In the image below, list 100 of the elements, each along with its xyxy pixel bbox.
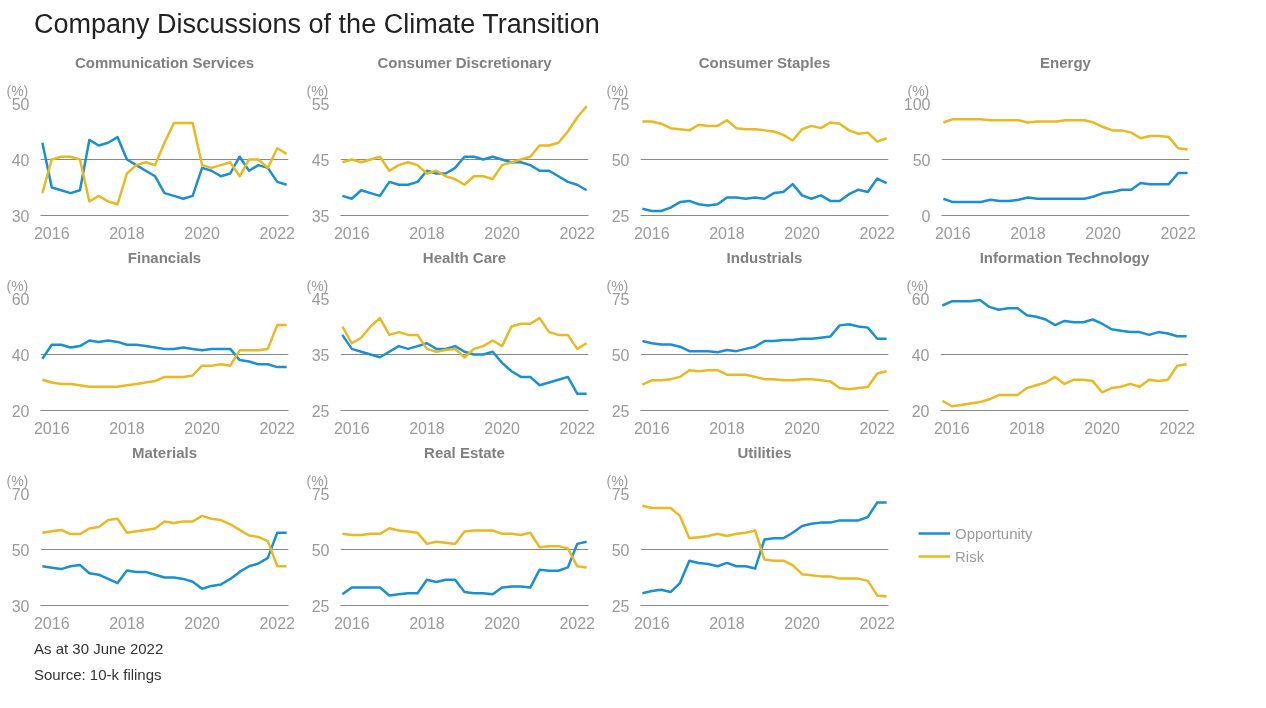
legend-label: Risk xyxy=(955,547,985,565)
y-tick-label: 50 xyxy=(611,541,630,559)
x-tick-label: 2016 xyxy=(333,614,370,632)
chart-title: Energy xyxy=(1040,53,1092,71)
y-axis-title: (%) xyxy=(606,277,629,294)
x-tick-label: 2018 xyxy=(109,224,145,242)
x-tick-label: 2016 xyxy=(934,224,971,242)
y-tick-label: 25 xyxy=(611,402,630,420)
x-tick-label: 2018 xyxy=(1010,224,1046,242)
y-tick-label: 0 xyxy=(921,207,931,225)
y-axis-title: (%) xyxy=(6,472,29,489)
chart-title: Materials xyxy=(131,443,198,461)
chart-title: Information Technology xyxy=(979,248,1151,266)
y-tick-label: 50 xyxy=(912,151,931,169)
y-tick-label: 30 xyxy=(11,207,30,225)
x-tick-label: 2020 xyxy=(784,224,820,242)
y-tick-label: 50 xyxy=(11,541,30,559)
line-series xyxy=(41,121,288,206)
y-axis-title: (%) xyxy=(906,277,929,294)
x-tick-label: 2022 xyxy=(859,614,896,632)
chart-title: Industrials xyxy=(726,248,803,266)
x-tick-label: 2020 xyxy=(484,614,520,632)
line-series xyxy=(641,177,888,213)
x-tick-label: 2022 xyxy=(1160,224,1197,242)
line-series xyxy=(41,514,288,568)
x-tick-label: 2018 xyxy=(409,614,445,632)
x-tick-label: 2018 xyxy=(109,614,145,632)
chart-title: Financials xyxy=(127,248,202,266)
x-tick-label: 2020 xyxy=(484,224,520,242)
y-tick-label: 40 xyxy=(11,346,30,364)
line-series xyxy=(41,323,288,388)
x-tick-label: 2018 xyxy=(109,419,145,437)
line-series xyxy=(41,531,288,590)
x-tick-label: 2022 xyxy=(559,224,596,242)
x-tick-label: 2020 xyxy=(784,419,820,437)
y-tick-label: 50 xyxy=(611,151,630,169)
chart-title: Communication Services xyxy=(74,53,255,71)
y-axis-title: (%) xyxy=(907,82,930,99)
y-tick-label: 25 xyxy=(611,597,630,615)
line-series xyxy=(941,363,1188,408)
x-tick-label: 2016 xyxy=(333,224,370,242)
y-tick-label: 35 xyxy=(311,207,330,225)
y-tick-label: 25 xyxy=(611,207,630,225)
x-tick-label: 2016 xyxy=(633,224,670,242)
x-tick-label: 2016 xyxy=(33,614,70,632)
chart-title: Real Estate xyxy=(424,443,505,461)
y-tick-label: 50 xyxy=(311,541,330,559)
line-series xyxy=(341,316,588,359)
line-series xyxy=(341,105,588,186)
text: As at 30 June 2022 xyxy=(34,640,164,657)
line-series xyxy=(341,526,588,569)
line-series xyxy=(41,339,288,369)
line-series xyxy=(942,171,1189,204)
x-tick-label: 2016 xyxy=(333,419,370,437)
x-tick-label: 2018 xyxy=(1009,419,1045,437)
line-series xyxy=(641,323,888,354)
x-tick-label: 2022 xyxy=(859,419,896,437)
x-tick-label: 2022 xyxy=(559,419,596,437)
line-series xyxy=(641,119,888,143)
x-tick-label: 2018 xyxy=(409,419,445,437)
line-series xyxy=(641,368,888,391)
y-axis-title: (%) xyxy=(306,82,329,99)
text: Company Discussions of the Climate Transition xyxy=(34,8,600,41)
y-axis-title: (%) xyxy=(606,472,629,489)
y-axis-title: (%) xyxy=(306,472,329,489)
y-axis-title: (%) xyxy=(306,277,329,294)
x-tick-label: 2016 xyxy=(933,419,970,437)
x-tick-label: 2020 xyxy=(184,224,220,242)
line-series xyxy=(341,540,588,597)
x-tick-label: 2020 xyxy=(1085,224,1121,242)
line-series xyxy=(341,333,588,395)
x-tick-label: 2020 xyxy=(184,614,220,632)
legend-label: Opportunity xyxy=(955,524,1033,542)
chart-title: Health Care xyxy=(422,248,507,266)
y-axis-title: (%) xyxy=(6,82,29,99)
x-tick-label: 2020 xyxy=(184,419,220,437)
line-series xyxy=(942,117,1189,151)
x-tick-label: 2022 xyxy=(559,614,596,632)
y-tick-label: 30 xyxy=(11,597,30,615)
y-tick-label: 20 xyxy=(911,402,930,420)
y-tick-label: 40 xyxy=(911,346,930,364)
x-tick-label: 2020 xyxy=(784,614,820,632)
line-series xyxy=(41,135,288,200)
x-tick-label: 2016 xyxy=(633,614,670,632)
y-tick-label: 25 xyxy=(311,597,330,615)
chart-title: Consumer Discretionary xyxy=(377,53,553,71)
x-tick-label: 2016 xyxy=(33,419,70,437)
x-tick-label: 2018 xyxy=(409,224,445,242)
x-tick-label: 2016 xyxy=(33,224,70,242)
line-series xyxy=(341,155,588,200)
x-tick-label: 2022 xyxy=(259,224,296,242)
y-tick-label: 50 xyxy=(611,346,630,364)
x-tick-label: 2022 xyxy=(859,224,896,242)
x-tick-label: 2018 xyxy=(709,614,745,632)
chart-title: Consumer Staples xyxy=(698,53,831,71)
y-tick-label: 40 xyxy=(11,151,30,169)
x-tick-label: 2020 xyxy=(484,419,520,437)
x-tick-label: 2016 xyxy=(633,419,670,437)
x-tick-label: 2018 xyxy=(709,224,745,242)
source-note: Source: 10-k filings xyxy=(34,666,162,683)
